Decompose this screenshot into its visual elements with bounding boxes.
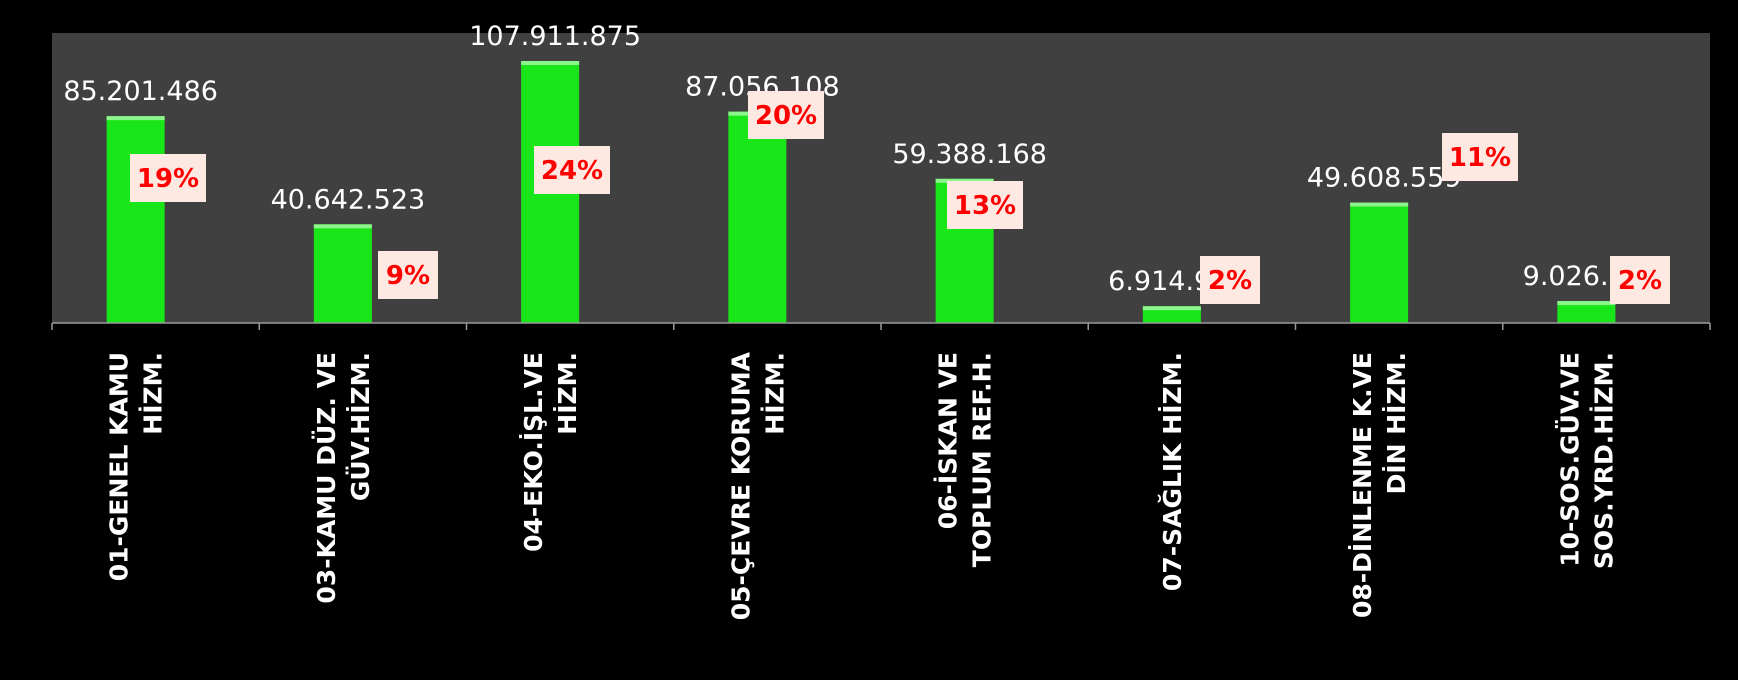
bar-highlight bbox=[1142, 306, 1201, 311]
bar-highlight bbox=[313, 224, 372, 229]
category-label-line: HİZM. bbox=[138, 352, 168, 435]
category-label: 03-KAMU DÜZ. VE GÜV.HİZM. bbox=[311, 352, 375, 604]
percent-label-box bbox=[1442, 133, 1518, 181]
bar bbox=[1350, 202, 1409, 323]
category-label: 01-GENEL KAMU HİZM. bbox=[105, 352, 168, 581]
percent-label-box bbox=[947, 181, 1023, 229]
category-label-line: 03-KAMU DÜZ. VE bbox=[311, 352, 341, 604]
category-label-line: HİZM. bbox=[759, 352, 789, 435]
category-label-line: GÜV.HİZM. bbox=[345, 352, 375, 501]
percent-label-box bbox=[1200, 256, 1260, 304]
bar-highlight bbox=[521, 61, 580, 65]
percent-label: 24% bbox=[541, 156, 603, 186]
category-label: 04-EKO.İŞL.VE HİZM. bbox=[518, 352, 582, 552]
percent-label: 13% bbox=[954, 191, 1016, 221]
category-label-line: TOPLUM REF.H. bbox=[968, 352, 997, 567]
bar-highlight bbox=[1350, 202, 1409, 207]
percent-label: 11% bbox=[1449, 143, 1511, 173]
percent-label: 19% bbox=[137, 164, 199, 194]
category-label-line: 06-İSKAN VE bbox=[933, 352, 963, 529]
bar bbox=[1142, 306, 1201, 323]
category-label: 10-SOS.GÜV.VE SOS.YRD.HİZM. bbox=[1554, 352, 1618, 569]
category-label: 06-İSKAN VE TOPLUM REF.H. bbox=[933, 352, 997, 567]
category-label-line: 08-DİNLENME K.VE bbox=[1347, 352, 1377, 618]
percent-label-box bbox=[534, 146, 610, 194]
value-label: 59.388.168 bbox=[892, 139, 1047, 170]
category-label-line: SOS.YRD.HİZM. bbox=[1588, 352, 1618, 569]
percent-label: 2% bbox=[1208, 266, 1252, 296]
bar-highlight bbox=[1557, 301, 1616, 306]
percent-label-box bbox=[378, 251, 438, 299]
percent-label-box bbox=[1610, 256, 1670, 304]
bar-highlight bbox=[935, 178, 994, 183]
category-label-line: DİN HİZM. bbox=[1381, 352, 1411, 494]
bar bbox=[1557, 301, 1616, 323]
category-label: 07-SAĞLIK HİZM. bbox=[1157, 352, 1187, 591]
category-label-line: 01-GENEL KAMU bbox=[105, 352, 134, 581]
value-label: 49.608.559 bbox=[1307, 163, 1462, 194]
bar-highlight bbox=[106, 116, 165, 121]
percent-label-box bbox=[130, 154, 206, 202]
value-label: 40.642.523 bbox=[271, 184, 426, 215]
category-label-line: 07-SAĞLIK HİZM. bbox=[1157, 352, 1187, 591]
category-label-line: 05-ÇEVRE KORUMA bbox=[726, 351, 755, 620]
category-label-line: 04-EKO.İŞL.VE bbox=[518, 352, 548, 552]
bar bbox=[313, 224, 372, 323]
category-label-line: 10-SOS.GÜV.VE bbox=[1554, 352, 1584, 567]
percent-label: 20% bbox=[755, 101, 817, 131]
category-label-line: HİZM. bbox=[552, 352, 582, 435]
value-label: 85.201.486 bbox=[63, 76, 218, 107]
value-label: 107.911.875 bbox=[469, 21, 641, 52]
percent-label-box bbox=[748, 91, 824, 139]
bar bbox=[106, 116, 165, 324]
category-label: 08-DİNLENME K.VE DİN HİZM. bbox=[1347, 352, 1411, 618]
percent-label: 2% bbox=[1618, 266, 1662, 296]
bar bbox=[728, 111, 787, 323]
percent-label: 9% bbox=[386, 261, 430, 291]
category-label: 05-ÇEVRE KORUMA HİZM. bbox=[726, 351, 789, 620]
